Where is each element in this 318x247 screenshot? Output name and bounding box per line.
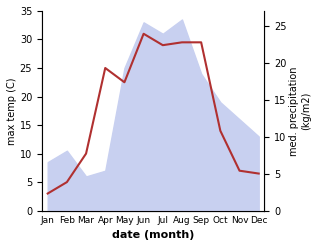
Y-axis label: med. precipitation
(kg/m2): med. precipitation (kg/m2) bbox=[289, 66, 311, 156]
Y-axis label: max temp (C): max temp (C) bbox=[7, 77, 17, 144]
X-axis label: date (month): date (month) bbox=[112, 230, 194, 240]
